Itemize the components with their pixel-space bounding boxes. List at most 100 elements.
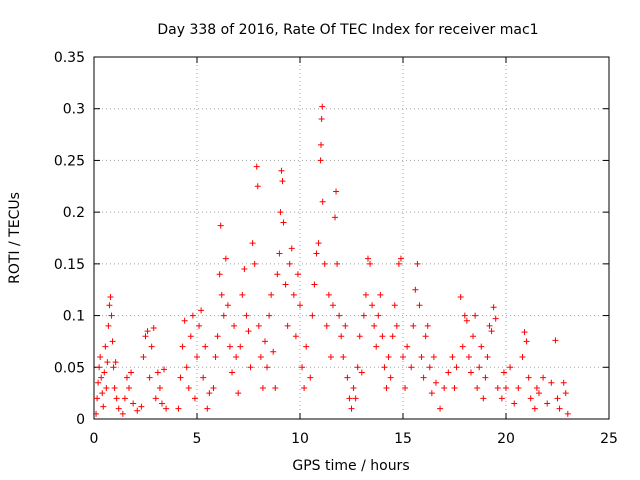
data-point bbox=[268, 291, 275, 298]
data-point bbox=[119, 410, 126, 417]
data-point bbox=[400, 353, 406, 360]
data-point bbox=[150, 324, 157, 331]
data-point bbox=[500, 369, 507, 376]
data-point bbox=[102, 343, 109, 350]
data-point bbox=[404, 343, 411, 350]
data-point bbox=[544, 400, 551, 407]
data-point bbox=[478, 343, 485, 350]
data-point bbox=[128, 369, 135, 376]
data-point bbox=[422, 333, 429, 340]
data-point bbox=[391, 302, 398, 309]
y-axis-label: ROTI / TECUs bbox=[7, 192, 23, 284]
y-tick-label: 0.2 bbox=[63, 205, 85, 221]
data-point bbox=[338, 333, 345, 340]
data-point bbox=[336, 312, 343, 319]
data-point bbox=[319, 198, 326, 205]
data-point bbox=[511, 400, 518, 407]
data-point bbox=[383, 384, 390, 391]
data-point bbox=[410, 322, 417, 329]
x-tick-label: 25 bbox=[600, 431, 618, 447]
data-point bbox=[212, 353, 219, 360]
data-point bbox=[367, 260, 374, 267]
data-point bbox=[515, 384, 522, 391]
data-point bbox=[187, 333, 194, 340]
data-point bbox=[340, 353, 347, 360]
data-point bbox=[527, 395, 534, 402]
data-point bbox=[414, 260, 421, 267]
data-point bbox=[333, 188, 340, 195]
data-point bbox=[321, 260, 328, 267]
data-point bbox=[282, 281, 289, 288]
chart-title: Day 338 of 2016, Rate Of TEC Index for r… bbox=[157, 22, 538, 38]
data-point bbox=[402, 384, 409, 391]
data-point bbox=[451, 384, 458, 391]
data-point bbox=[507, 364, 514, 371]
axis-ticks: 0 0.05 0.1 0.15 0.2 0.25 0.3 0.35 0 5 10 15 20 25 bbox=[54, 50, 618, 447]
data-point bbox=[233, 353, 240, 360]
data-point bbox=[214, 333, 221, 340]
data-point bbox=[251, 260, 258, 267]
data-point bbox=[210, 384, 217, 391]
data-point bbox=[395, 260, 402, 267]
data-point bbox=[216, 271, 223, 278]
data-point bbox=[554, 395, 561, 402]
plot-frame bbox=[93, 56, 610, 420]
data-point bbox=[198, 307, 205, 314]
data-point bbox=[284, 322, 291, 329]
x-tick-label: 20 bbox=[497, 431, 515, 447]
data-point bbox=[239, 291, 246, 298]
data-point bbox=[327, 353, 334, 360]
data-point bbox=[523, 338, 530, 345]
data-point bbox=[319, 103, 326, 110]
y-tick-label: 0.05 bbox=[54, 360, 85, 376]
x-axis-label: GPS time / hours bbox=[292, 458, 409, 474]
data-point bbox=[560, 379, 567, 386]
data-point bbox=[465, 353, 472, 360]
data-point bbox=[270, 348, 277, 355]
data-point bbox=[420, 374, 427, 381]
data-point bbox=[134, 407, 141, 414]
data-point bbox=[346, 395, 353, 402]
data-point bbox=[441, 384, 448, 391]
data-point bbox=[206, 390, 213, 397]
data-point bbox=[488, 328, 495, 335]
data-point bbox=[364, 255, 371, 262]
data-point bbox=[220, 312, 227, 319]
data-point bbox=[437, 405, 444, 412]
data-point bbox=[334, 260, 341, 267]
data-point bbox=[111, 384, 118, 391]
data-point bbox=[387, 374, 394, 381]
data-point bbox=[183, 364, 190, 371]
data-point bbox=[348, 405, 355, 412]
data-point bbox=[342, 322, 349, 329]
data-point bbox=[194, 353, 200, 360]
data-point bbox=[354, 364, 361, 371]
data-point bbox=[196, 322, 203, 329]
data-point bbox=[484, 353, 491, 360]
data-point bbox=[152, 395, 159, 402]
data-point bbox=[318, 116, 325, 123]
data-point bbox=[318, 141, 325, 148]
data-point bbox=[562, 390, 569, 397]
data-point bbox=[144, 328, 151, 335]
data-point bbox=[112, 359, 119, 366]
data-point bbox=[204, 405, 211, 412]
data-point bbox=[107, 293, 114, 300]
y-tick-label: 0.1 bbox=[63, 309, 85, 325]
data-point bbox=[432, 379, 439, 386]
data-point bbox=[106, 302, 113, 309]
data-point bbox=[294, 271, 301, 278]
data-point bbox=[352, 395, 359, 402]
data-point bbox=[286, 260, 293, 267]
data-point bbox=[412, 286, 419, 293]
data-point bbox=[104, 359, 111, 366]
data-point bbox=[179, 343, 186, 350]
data-point bbox=[288, 245, 295, 252]
data-point bbox=[552, 337, 559, 344]
data-point bbox=[503, 384, 509, 391]
data-point bbox=[290, 291, 297, 298]
data-point bbox=[301, 384, 308, 391]
y-tick-label: 0.15 bbox=[54, 257, 85, 273]
data-point bbox=[472, 312, 479, 319]
data-point bbox=[266, 312, 273, 319]
